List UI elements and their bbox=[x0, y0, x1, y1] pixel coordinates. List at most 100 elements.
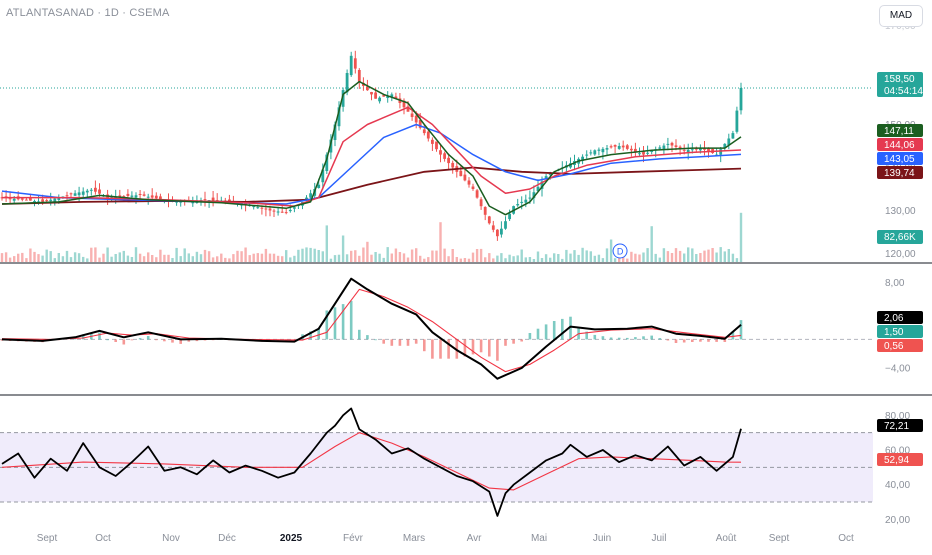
volume-bar bbox=[236, 250, 239, 262]
volume-bar bbox=[106, 247, 109, 262]
candle-body bbox=[272, 210, 276, 212]
candle-body bbox=[650, 151, 654, 152]
volume-bar bbox=[41, 255, 44, 262]
volume-bar bbox=[394, 248, 398, 262]
last-price-badge-bg bbox=[877, 72, 923, 97]
candle-body bbox=[406, 106, 410, 112]
macd-histogram-bar bbox=[195, 339, 199, 342]
macd-signal-badge: 0,56 bbox=[884, 341, 904, 352]
symbol-title: ATLANTASANAD · 1D · CSEMA bbox=[6, 7, 170, 19]
volume-bar bbox=[199, 254, 203, 262]
candle-body bbox=[341, 90, 345, 107]
candle-body bbox=[211, 197, 215, 201]
volume-bar bbox=[297, 249, 300, 262]
ma-fast-badge: 147,11 bbox=[884, 126, 914, 137]
candle-body bbox=[593, 150, 597, 155]
volume-bar bbox=[305, 247, 308, 262]
time-tick-label: Mai bbox=[531, 533, 547, 544]
macd-histogram-bar bbox=[471, 339, 475, 355]
macd-histogram-bar bbox=[382, 339, 385, 344]
volume-bar bbox=[94, 247, 97, 262]
volume-bar bbox=[569, 253, 572, 262]
candle-body bbox=[707, 147, 710, 152]
volume-bar bbox=[114, 254, 117, 262]
time-tick-label: Sept bbox=[769, 533, 790, 544]
macd-histogram-bar bbox=[609, 337, 613, 340]
macd-histogram-bar bbox=[349, 300, 353, 340]
candle-body bbox=[703, 148, 706, 150]
macd-histogram-bar bbox=[325, 310, 329, 340]
macd-histogram-bar bbox=[552, 321, 556, 340]
candle-body bbox=[699, 148, 702, 151]
volume-bar bbox=[378, 253, 381, 262]
volume-bar bbox=[175, 247, 178, 262]
candle-body bbox=[496, 229, 499, 237]
volume-bar bbox=[719, 247, 722, 262]
volume-bar bbox=[138, 253, 142, 262]
macd-value-badge: 2,06 bbox=[884, 313, 904, 324]
candle-body bbox=[617, 146, 621, 149]
macd-tick-label: 8,00 bbox=[885, 278, 905, 289]
volume-bar bbox=[122, 250, 125, 262]
candle-body bbox=[118, 195, 122, 197]
macd-line bbox=[1, 277, 742, 380]
candle-body bbox=[12, 198, 16, 201]
volume-bar bbox=[73, 252, 77, 262]
macd-histogram-bar bbox=[715, 339, 718, 342]
macd-histogram-bar bbox=[398, 339, 402, 346]
volume-bar bbox=[451, 249, 454, 262]
macd-histogram-bar bbox=[617, 337, 621, 340]
volume-bar bbox=[0, 253, 4, 262]
candle-body bbox=[81, 191, 85, 195]
macd-histogram-bar bbox=[163, 339, 166, 342]
volume-bar bbox=[715, 252, 718, 262]
volume-bar bbox=[17, 253, 20, 262]
candle-body bbox=[8, 198, 12, 200]
candle-body bbox=[122, 196, 126, 198]
macd-histogram-bar bbox=[536, 328, 540, 340]
macd-histogram-bar bbox=[106, 339, 109, 341]
macd-histogram-bar bbox=[544, 324, 548, 340]
volume-bar bbox=[341, 235, 345, 262]
volume-bar bbox=[475, 249, 479, 262]
candle-body bbox=[686, 149, 690, 153]
candle-body bbox=[435, 141, 438, 150]
candle-body bbox=[293, 207, 296, 209]
ma-fast-badge-bg bbox=[877, 124, 923, 137]
macd-histogram-bar bbox=[114, 339, 117, 342]
macd-histogram-bar bbox=[561, 318, 564, 340]
volume-bar bbox=[151, 255, 154, 262]
candle-body bbox=[540, 181, 544, 189]
candle-body bbox=[337, 107, 341, 127]
volume-bar bbox=[350, 250, 353, 262]
volume-bar bbox=[691, 248, 694, 262]
candle-body bbox=[459, 170, 463, 177]
macd-tick-label: −4,00 bbox=[885, 364, 911, 375]
volume-bar bbox=[285, 250, 288, 262]
candle-body bbox=[410, 113, 414, 117]
volume-bar bbox=[565, 249, 568, 262]
candle-body bbox=[694, 148, 698, 150]
volume-bar bbox=[386, 247, 389, 262]
rsi-value-badge: 72,21 bbox=[884, 421, 909, 432]
volume-bar bbox=[382, 257, 385, 262]
candle-body bbox=[150, 195, 154, 198]
volume-bar bbox=[536, 251, 540, 262]
candle-body bbox=[146, 196, 150, 198]
volume-badge: 82,66K bbox=[884, 232, 916, 243]
volume-bar bbox=[49, 251, 52, 262]
volume-bar bbox=[658, 257, 661, 262]
candle-body bbox=[601, 148, 605, 153]
candle-body bbox=[739, 88, 743, 111]
volume-bar bbox=[634, 253, 637, 262]
volume-bar bbox=[29, 248, 32, 262]
time-tick-label: 2025 bbox=[280, 533, 303, 544]
volume-bar bbox=[723, 251, 726, 262]
currency-button[interactable]: MAD bbox=[879, 5, 923, 27]
volume-bar bbox=[666, 251, 670, 262]
volume-bar bbox=[577, 254, 580, 262]
time-tick-label: Août bbox=[716, 533, 737, 544]
volume-bar bbox=[256, 253, 259, 262]
volume-bar bbox=[252, 253, 255, 262]
